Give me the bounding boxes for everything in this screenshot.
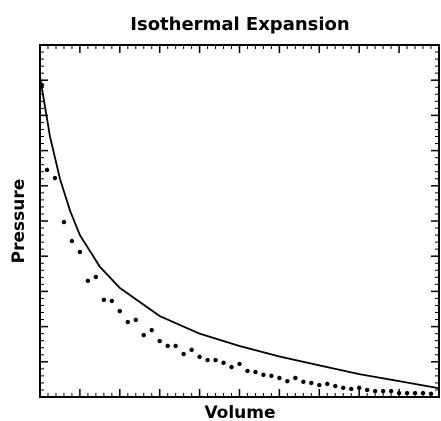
data-point <box>404 390 410 396</box>
y-axis-label: Pressure <box>9 179 29 264</box>
data-point <box>428 391 434 397</box>
data-point <box>109 298 115 304</box>
data-point <box>388 388 394 394</box>
data-point <box>117 308 123 314</box>
data-point <box>101 297 107 303</box>
data-point <box>317 382 322 388</box>
data-point <box>141 332 146 338</box>
data-point <box>325 381 330 387</box>
data-point <box>229 364 234 370</box>
data-point <box>301 379 306 385</box>
data-point <box>181 351 186 357</box>
data-point <box>412 390 418 396</box>
data-point <box>221 360 226 366</box>
data-point <box>245 368 250 374</box>
data-point <box>77 249 83 255</box>
data-point <box>309 380 314 386</box>
data-point <box>349 386 354 392</box>
data-point <box>197 354 202 360</box>
data-point <box>357 385 362 391</box>
data-point <box>69 238 75 244</box>
curve <box>39 76 440 390</box>
x-axis-label: Volume <box>204 403 275 421</box>
data-point <box>364 387 370 393</box>
data-point <box>44 167 50 173</box>
data-point <box>61 219 67 225</box>
data-point <box>165 343 170 349</box>
data-point <box>293 375 298 381</box>
data-point <box>253 369 258 375</box>
data-point <box>85 278 91 284</box>
plot-frame <box>39 44 440 398</box>
data-point <box>173 343 178 349</box>
data-point <box>149 327 154 333</box>
data-point <box>125 319 130 325</box>
data-point <box>269 373 274 379</box>
data-point <box>277 375 282 381</box>
data-point <box>52 175 58 181</box>
chart-title: Isothermal Expansion <box>130 14 349 35</box>
data-point <box>93 274 99 280</box>
data-point <box>261 372 266 378</box>
data-point <box>189 347 194 353</box>
data-point <box>420 390 426 396</box>
data-point <box>157 338 162 344</box>
data-point <box>213 357 218 363</box>
data-point <box>285 378 290 384</box>
data-point <box>372 388 378 394</box>
data-point <box>380 388 386 394</box>
data-point <box>396 390 402 396</box>
data-point <box>133 317 138 323</box>
data-point <box>333 383 338 389</box>
data-point <box>237 361 242 367</box>
data-point <box>205 357 210 363</box>
data-point <box>341 385 346 391</box>
